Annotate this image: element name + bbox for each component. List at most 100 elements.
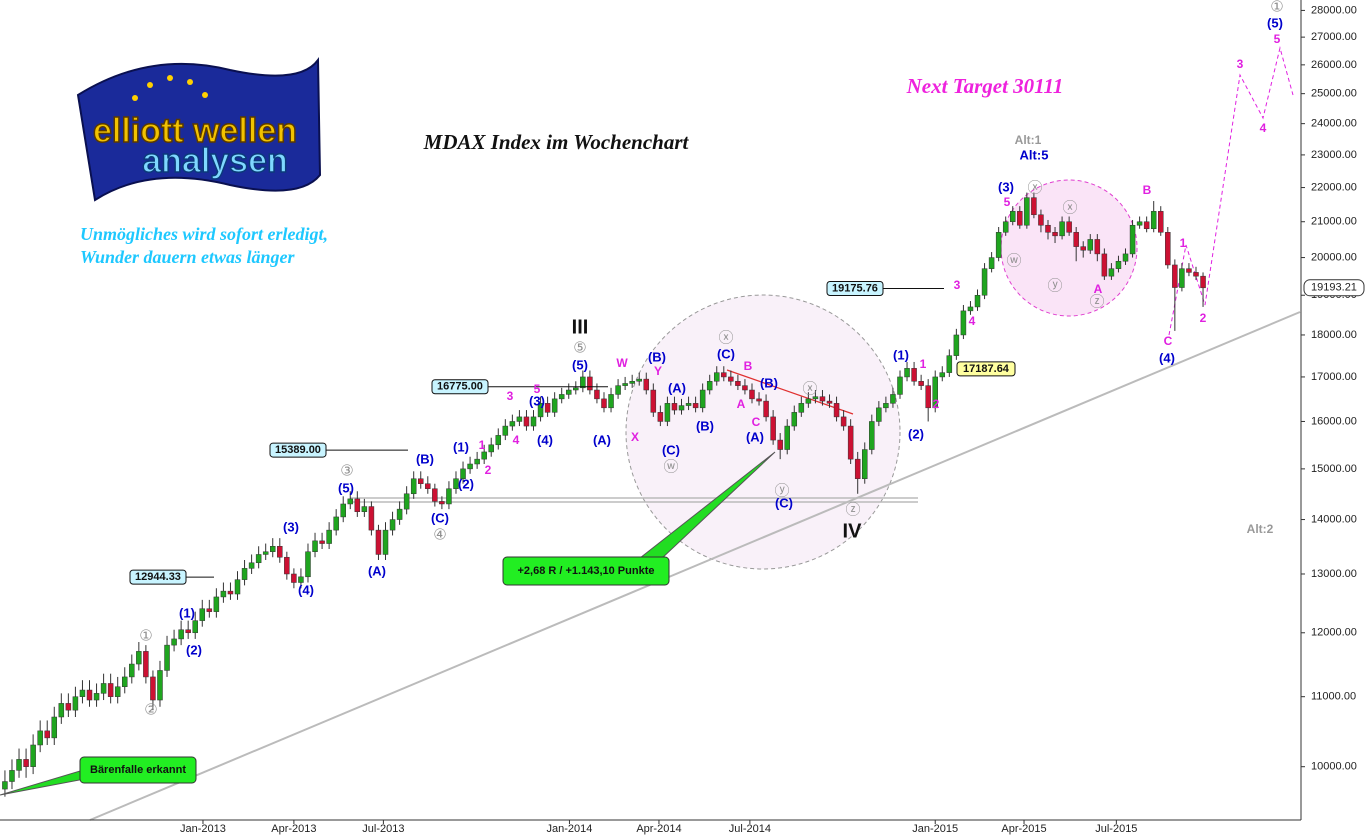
candle-body [791,412,798,427]
candle-body [51,716,58,739]
candle-body [171,638,177,646]
y-tick-label: 21000.00 [1311,216,1357,228]
wave-label: (4) [1159,350,1175,365]
x-tick-label: Apr-2013 [271,823,316,835]
wave-label: B [744,359,753,373]
y-tick-label: 24000.00 [1311,118,1357,130]
price-label: 12944.33 [135,571,181,583]
candle-body [664,403,671,422]
candle-body [1165,232,1171,266]
target-label: Next Target 30111 [906,74,1064,98]
candle-body [847,425,854,460]
candle-body [1115,260,1122,269]
candle-body [326,529,332,544]
candle-body [629,381,635,384]
candle-body [1073,232,1079,247]
wave-label: 1 [1180,236,1187,250]
wave-label: III [572,316,589,338]
candle-body [396,508,403,520]
y-tick-label: 26000.00 [1311,59,1357,71]
wave-label: 5 [534,382,541,396]
candle-body [530,416,537,427]
candle-body [721,372,727,378]
candle-body [1024,197,1030,226]
candle-body [178,629,184,640]
x-tick-label: Jan-2014 [547,823,593,835]
candle-body [368,506,375,531]
candle-body [403,493,410,510]
candle-body [615,385,621,395]
candle-body [580,376,586,389]
wave-label: 1 [479,438,486,452]
y-tick-label: 13000.00 [1311,568,1357,580]
wave-label: 4 [969,314,976,328]
x-tick-label: Apr-2015 [1001,823,1046,835]
candle-body [939,372,946,378]
candle-body [756,398,762,402]
y-tick-label: 15000.00 [1311,463,1357,475]
candle-body [502,425,509,436]
wave-circle [625,294,901,570]
candle-body [974,294,981,308]
price-box [826,280,884,296]
candle-body [79,689,86,697]
wave-label: (2) [908,426,924,441]
price-label: 19175.76 [832,282,878,294]
candle-body [713,372,720,382]
y-tick-label: 18000.00 [1311,329,1357,341]
wave-label: (5) [338,480,354,495]
candle-body [706,381,713,391]
candle-body [446,488,452,505]
candle-body [319,540,325,544]
candle-body [1150,211,1157,230]
wave-label: (C) [717,346,735,361]
callout-box [79,756,197,784]
candle-body [241,568,248,580]
candle-body [516,416,523,422]
wave-label: ⓧ [802,380,817,398]
candle-body [114,686,121,697]
candle-body [728,376,734,382]
candle-body [432,488,438,502]
candle-body [65,703,72,711]
x-tick-label: Jul-2014 [729,823,771,835]
candle-body [537,403,544,418]
trend-line [89,311,1301,821]
y-tick-label: 22000.00 [1311,181,1357,193]
callout-box [502,556,670,586]
candle-body [995,232,1002,258]
candle-body [157,670,163,701]
candle-body [467,463,473,470]
candle-body [960,310,967,336]
wave-label: 3 [507,389,514,403]
wave-label: ① [1270,0,1283,16]
wave-label: (2) [186,642,202,657]
candle-body [798,403,805,413]
candle-body [981,268,988,296]
candle-body [932,376,938,409]
price-box [129,569,187,585]
y-tick-label: 20000.00 [1311,251,1357,263]
candle-body [262,551,269,555]
wave-label: ④ [433,526,446,544]
candle-body [1087,239,1094,251]
y-tick-label: 27000.00 [1311,31,1357,43]
candle-body [1136,221,1143,226]
wave-label: X [631,430,639,444]
candle-body [565,389,572,395]
price-box [269,442,327,458]
candle-body [946,355,953,373]
wave-label: ⓨ [1047,277,1062,295]
candle-body [248,562,255,569]
candle-body [742,385,748,391]
candle-body [770,416,776,441]
candle-body [453,478,459,489]
tagline: Wunder dauern etwas länger [80,247,296,267]
candle-body [16,759,22,771]
candle-body [1002,221,1009,233]
wave-label: 4 [1260,121,1267,135]
callout-text: +2,68 R / +1.143,10 Punkte [518,565,655,577]
last-price-label: 19193.21 [1311,282,1357,294]
wave-label: IV [843,520,863,542]
